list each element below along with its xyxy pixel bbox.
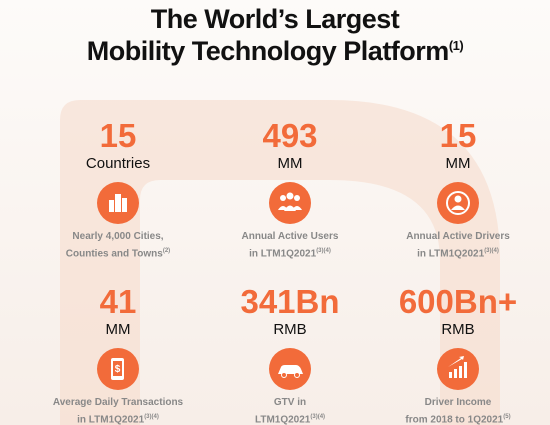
description-text: in LTM1Q2021 <box>77 414 145 425</box>
stat-value: 15 <box>439 117 477 154</box>
stat-description: Average Daily Transactions <box>28 396 208 410</box>
stat-unit: MM <box>277 155 303 172</box>
stat-description: in LTM1Q2021(3)(4) <box>28 410 208 425</box>
stat-description: from 2018 to 1Q2021(5) <box>368 410 548 425</box>
svg-text:$: $ <box>115 364 121 375</box>
description-text: Nearly 4,000 Cities, <box>72 231 164 242</box>
stat-description: LTM1Q2021(3)(4) <box>200 410 380 425</box>
stat-description: Nearly 4,000 Cities, <box>28 230 208 244</box>
description-text: in LTM1Q2021 <box>417 248 485 260</box>
stat-value: 493 <box>262 117 318 154</box>
stat-description: Annual Active Drivers <box>368 230 548 244</box>
stat-icon: $ <box>97 348 139 390</box>
stat-unit: RMB <box>273 321 307 338</box>
stat-value: 341Bn <box>240 283 340 320</box>
stat-value: 15 <box>99 117 137 154</box>
stat-description: Driver Income <box>368 396 548 410</box>
description-text: GTV in <box>273 397 307 408</box>
footnote-ref: (5) <box>503 414 511 420</box>
stat-unit: MM <box>105 321 131 338</box>
description-text: LTM1Q2021 <box>254 414 311 425</box>
title-text: Mobility Technology Platform <box>86 36 450 66</box>
stat: 15 Countries Nearly 4,000 Cities, Counties … <box>28 118 208 261</box>
stat-value: 600Bn+ <box>398 283 518 320</box>
description-text: from 2018 to 1Q2021 <box>405 414 504 425</box>
stat: 15 MM Annual Active Drivers in LTM1Q2021(3)… <box>368 118 548 261</box>
footnote-ref: (3)(4) <box>484 248 499 254</box>
stat-unit: Countries <box>85 155 151 172</box>
description-text: in LTM1Q2021 <box>249 248 317 260</box>
stat-unit: MM <box>445 155 471 172</box>
stat: 41 MM $ Average Daily Transactions in LTM1Q2… <box>28 284 208 425</box>
description-text: Driver Income <box>424 397 492 408</box>
description-text: Annual Active Users <box>241 231 339 242</box>
stat-icon <box>437 348 479 390</box>
footnote-ref: (3)(4) <box>316 248 331 254</box>
stat-description: in LTM1Q2021(3)(4) <box>368 244 548 261</box>
stat-icon <box>269 182 311 224</box>
description-text: Average Daily Transactions <box>52 397 184 408</box>
footnote-ref: (2) <box>162 248 171 254</box>
stat: 493 MM Annual Active Users in LTM1Q2021(3)(… <box>200 118 380 261</box>
stat: 341Bn RMB GTV in LTM1Q2021(3)(4) <box>200 284 380 425</box>
stat-description: Annual Active Users <box>200 230 380 244</box>
description-text: Counties and Towns <box>65 248 163 260</box>
title-note: (1) <box>448 38 464 53</box>
stat-value: 41 <box>99 283 137 320</box>
title-line: Mobility Technology Platform(1) <box>0 36 550 67</box>
stat: 600Bn+ RMB Driver Income from 2018 to 1Q202… <box>368 284 548 425</box>
footnote-ref: (3)(4) <box>310 414 326 420</box>
stat-icon <box>437 182 479 224</box>
stat-description: in LTM1Q2021(3)(4) <box>200 244 380 261</box>
description-text: Annual Active Drivers <box>406 231 510 242</box>
stat-icon <box>269 348 311 390</box>
title-line: The World’s Largest <box>150 4 400 34</box>
footnote-ref: (3)(4) <box>144 414 159 420</box>
stat-description: GTV in <box>200 396 380 410</box>
stat-unit: RMB <box>441 321 475 338</box>
stat-description: Counties and Towns(2) <box>28 244 208 261</box>
stat-icon <box>97 182 139 224</box>
